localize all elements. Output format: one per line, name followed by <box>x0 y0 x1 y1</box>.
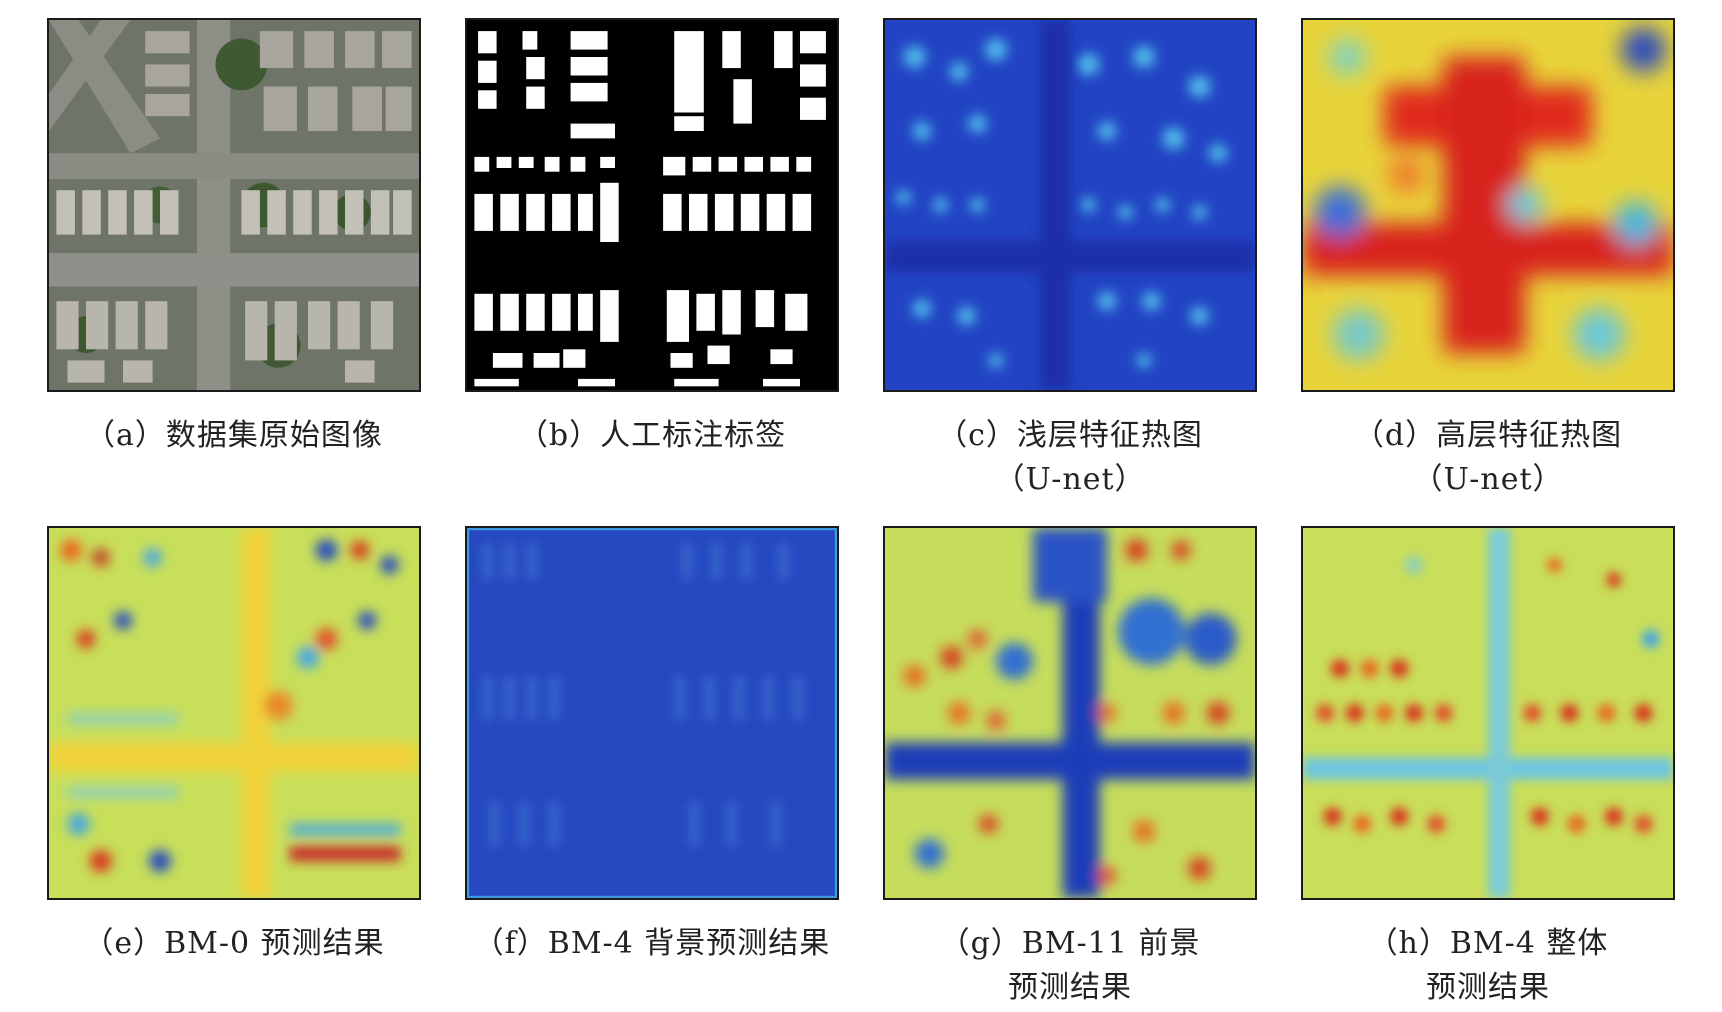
panel-c-shallow-heatmap <box>883 18 1257 392</box>
caption-b: （b）人工标注标签 <box>517 418 787 453</box>
panel-e-bm0-prediction <box>47 526 421 900</box>
caption-e: （e）BM-0 预测结果 <box>83 926 385 961</box>
caption-g: （g）BM-11 前景 预测结果 <box>939 926 1201 1005</box>
caption-d: （d）高层特征热图 （U-net） <box>1353 418 1623 497</box>
panel-f-bm4-background-prediction <box>465 526 839 900</box>
panel-g-bm11-foreground-prediction <box>883 526 1257 900</box>
caption-c: （c）浅层特征热图 （U-net） <box>937 418 1203 497</box>
panel-h-bm4-whole-prediction <box>1301 526 1675 900</box>
panel-b-label-mask <box>465 18 839 392</box>
caption-h: （h）BM-4 整体 预测结果 <box>1367 926 1609 1005</box>
panel-a-aerial-image <box>47 18 421 392</box>
caption-f: （f）BM-4 背景预测结果 <box>473 926 831 961</box>
panel-d-high-level-heatmap <box>1301 18 1675 392</box>
caption-a: （a）数据集原始图像 <box>85 418 383 453</box>
